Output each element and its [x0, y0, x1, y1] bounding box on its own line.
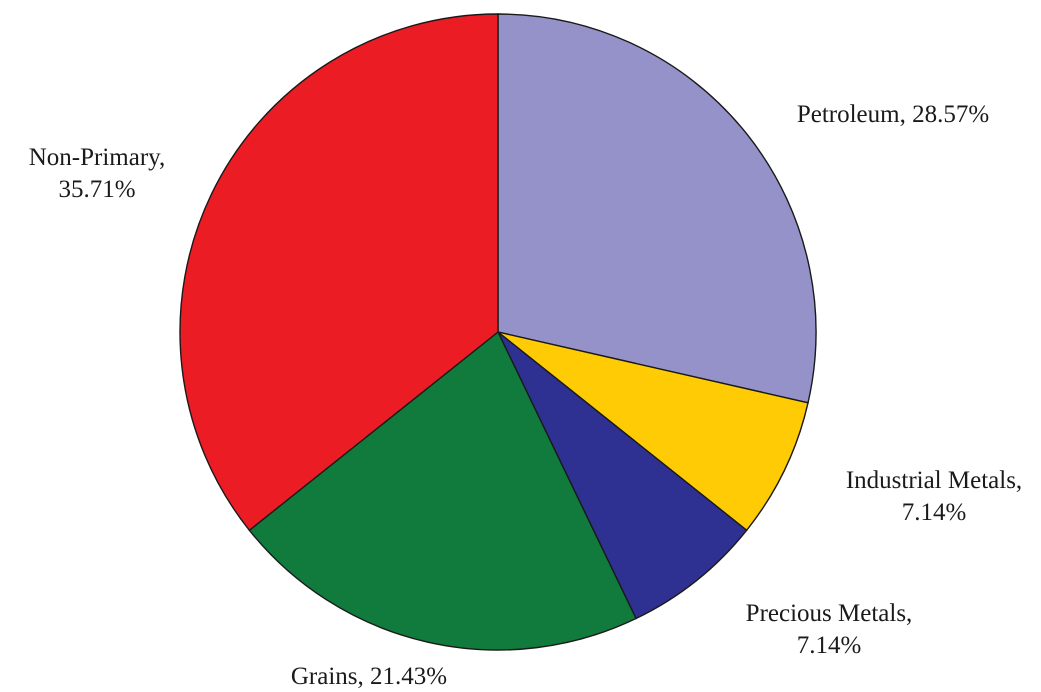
pie-label-line: 35.71%: [58, 176, 135, 203]
pie-slice-industrial-metals: [497, 331, 809, 532]
pie-slices: [179, 13, 817, 651]
pie-label-precious-metals: Precious Metals, 7.14%: [746, 600, 913, 659]
pie-slice-petroleum-28-57: [497, 13, 817, 404]
pie-labels: Petroleum, 28.57% Industrial Metals, 7.14%…: [29, 101, 1022, 690]
pie-slice-grains-21-43: [248, 330, 637, 651]
pie-slice-non-primary: [179, 13, 499, 532]
pie-label-grains-21-43: Grains, 21.43%: [291, 663, 447, 690]
pie-slice-precious-metals: [497, 331, 748, 620]
pie-label-line: 7.14%: [797, 632, 862, 659]
pie-label-line: Industrial Metals,: [846, 467, 1022, 494]
pie-label-line: 7.14%: [902, 499, 967, 526]
pie-label-line: Precious Metals,: [746, 600, 913, 627]
pie-label-non-primary: Non-Primary, 35.71%: [29, 144, 166, 203]
pie-label-line: Petroleum, 28.57%: [797, 101, 989, 128]
pie-label-petroleum-28-57: Petroleum, 28.57%: [797, 101, 989, 128]
pie-label-industrial-metals: Industrial Metals, 7.14%: [846, 467, 1022, 526]
pie-label-line: Grains, 21.43%: [291, 663, 447, 690]
pie-label-line: Non-Primary,: [29, 144, 166, 171]
